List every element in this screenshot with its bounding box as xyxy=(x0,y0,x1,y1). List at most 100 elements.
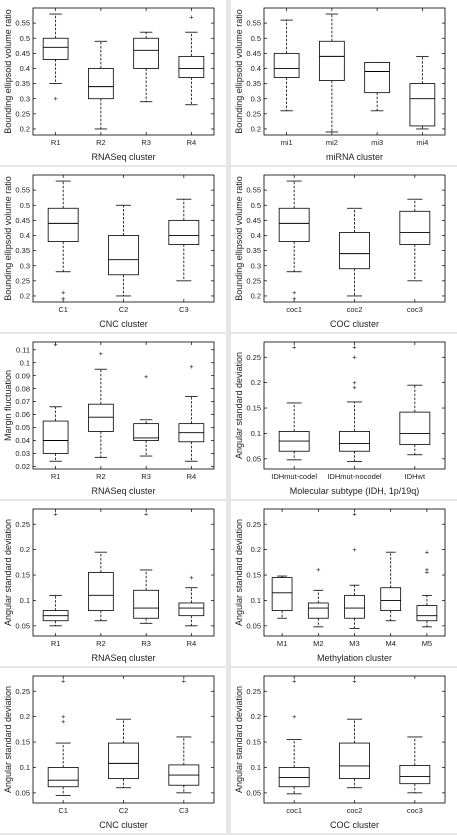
y-tick-label: 0.2 xyxy=(20,712,30,721)
x-tick-label: IDHmut-codel xyxy=(271,472,317,481)
x-tick-label: C3 xyxy=(179,806,189,815)
outlier-point: + xyxy=(352,352,357,361)
outlier-point: + xyxy=(144,372,149,381)
x-tick-label: mi1 xyxy=(281,138,293,147)
y-tick-label: 0.05 xyxy=(15,423,30,432)
box-mi2 xyxy=(319,13,345,133)
y-tick-label: 0.2 xyxy=(251,712,261,721)
y-tick-label: 0.15 xyxy=(15,571,30,580)
outlier-point: + xyxy=(61,712,66,721)
outlier-point: + xyxy=(189,573,194,582)
chart-panel: 0.05 0.1 0.15 0.2 0.25 R1 R2 R3 R4 + + + RNASeq clus… xyxy=(0,501,226,666)
x-axis-label: COC cluster xyxy=(330,820,379,830)
box-mi1 xyxy=(273,19,300,112)
y-tick-label: 0.45 xyxy=(15,216,30,225)
y-tick-label: 0.4 xyxy=(251,64,261,73)
box-coc1: ++ xyxy=(278,676,310,795)
box-M4 xyxy=(380,551,402,622)
chart-panel: 0.02 0.03 0.04 0.05 0.06 0.07 0.08 0.09 0.1 0.11 R… xyxy=(0,334,226,499)
y-axis-label: Bounding ellipsoid volume ratio xyxy=(234,9,244,134)
box-M5: +++ xyxy=(416,547,438,628)
iqr-box xyxy=(47,767,79,788)
y-tick-label: 0.5 xyxy=(20,34,30,43)
y-tick-label: 0.2 xyxy=(20,292,30,301)
x-tick-label: R2 xyxy=(96,138,106,147)
iqr-box xyxy=(344,594,365,619)
x-tick-label: IDHwt xyxy=(405,472,426,481)
iqr-box xyxy=(88,68,114,100)
box-C2 xyxy=(108,718,139,789)
y-tick-label: 0.45 xyxy=(15,49,30,58)
box-R1: + xyxy=(42,509,69,627)
x-tick-label: R2 xyxy=(96,639,106,648)
box-C2 xyxy=(108,204,139,297)
y-tick-label: 0.1 xyxy=(251,763,261,772)
outlier-point: + xyxy=(189,362,194,371)
y-tick-label: 0.3 xyxy=(251,94,261,103)
x-tick-label: R1 xyxy=(51,138,61,147)
y-tick-label: 0.45 xyxy=(246,49,261,58)
box-IDHmut-nocodel: ++++ xyxy=(339,342,370,462)
outlier-point: + xyxy=(61,288,66,297)
y-tick-label: 0.2 xyxy=(20,545,30,554)
iqr-box xyxy=(178,602,205,617)
x-tick-label: C3 xyxy=(179,305,189,314)
outlier-point: + xyxy=(182,676,187,685)
y-tick-label: 0.4 xyxy=(20,231,30,240)
x-tick-label: coc2 xyxy=(347,305,363,314)
x-tick-label: C2 xyxy=(119,806,129,815)
y-tick-label: 0.2 xyxy=(251,292,261,301)
y-tick-label: 0.1 xyxy=(251,596,261,605)
y-tick-label: 0.15 xyxy=(15,738,30,747)
box-R3 xyxy=(133,31,159,103)
y-axis-label: Angular standard deviation xyxy=(3,686,13,793)
outlier-point: + xyxy=(316,565,321,574)
x-axis-label: RNASeq cluster xyxy=(91,486,155,496)
iqr-box xyxy=(88,403,114,432)
y-tick-label: 0.05 xyxy=(15,621,30,630)
y-tick-label: 0.15 xyxy=(246,571,261,580)
iqr-box xyxy=(178,55,205,78)
y-tick-label: 0.07 xyxy=(15,397,30,406)
box-R2: + xyxy=(88,349,114,458)
outlier-point: + xyxy=(292,294,297,303)
y-tick-label: 0.35 xyxy=(246,79,261,88)
x-tick-label: R4 xyxy=(187,639,197,648)
box-plot: 0.2 0.25 0.3 0.35 0.4 0.45 0.5 0.55 mi1 mi2 mi3 mi4… xyxy=(234,7,446,162)
y-axis-label: Bounding ellipsoid volume ratio xyxy=(234,176,244,301)
outlier-point: + xyxy=(144,509,149,518)
y-tick-label: 0.55 xyxy=(15,19,30,28)
y-tick-label: 0.05 xyxy=(246,621,261,630)
box-coc3 xyxy=(399,198,431,282)
box-R4: + xyxy=(178,12,205,106)
outlier-point: + xyxy=(292,342,297,351)
outlier-point: + xyxy=(61,294,66,303)
box-plot: 0.02 0.03 0.04 0.05 0.06 0.07 0.08 0.09 0.1 0.11 R… xyxy=(3,340,215,496)
outlier-point: + xyxy=(61,717,66,726)
x-tick-label: R4 xyxy=(187,472,197,481)
y-tick-label: 0.3 xyxy=(20,94,30,103)
chart-panel: 0.2 0.25 0.3 0.35 0.4 0.45 0.5 0.55 mi1 mi2 mi3 mi4… xyxy=(231,0,457,165)
box-mi4 xyxy=(409,55,436,130)
x-axis-label: Methylation cluster xyxy=(317,653,392,663)
box-C3: + xyxy=(168,676,200,794)
iqr-box xyxy=(339,742,370,780)
iqr-box xyxy=(47,207,79,242)
x-tick-label: coc1 xyxy=(286,305,302,314)
x-tick-label: M1 xyxy=(277,639,287,648)
y-tick-label: 0.1 xyxy=(20,763,30,772)
x-tick-label: IDHmut-nocodel xyxy=(327,472,382,481)
outlier-point: + xyxy=(61,676,66,685)
x-tick-label: coc3 xyxy=(407,305,423,314)
y-tick-label: 0.4 xyxy=(20,64,30,73)
box-IDHmut-codel: + xyxy=(278,342,310,461)
box-R3: + xyxy=(133,509,159,624)
y-tick-label: 0.25 xyxy=(246,520,261,529)
y-tick-label: 0.09 xyxy=(15,371,30,380)
box-C1: +++ xyxy=(47,676,79,796)
y-tick-label: 0.15 xyxy=(246,738,261,747)
box-coc1: ++ xyxy=(278,180,310,303)
box-mi3 xyxy=(364,62,390,112)
y-axis-label: Margin fluctuation xyxy=(3,370,13,441)
y-tick-label: 0.25 xyxy=(246,109,261,118)
